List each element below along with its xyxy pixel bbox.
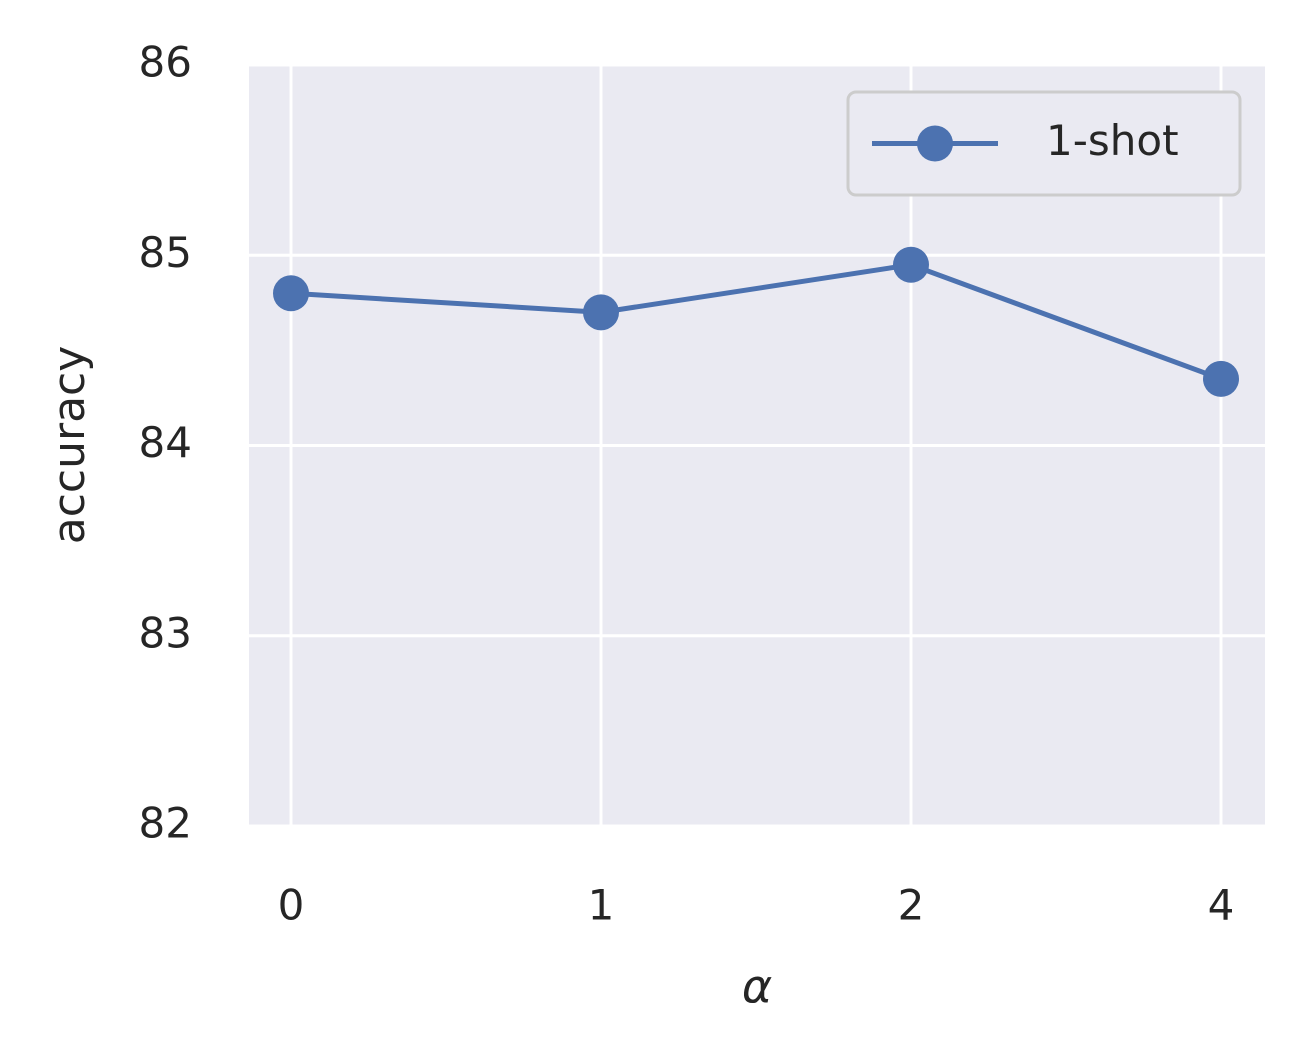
- y-tick-label: 86: [139, 38, 192, 87]
- marker: [1203, 360, 1239, 397]
- x-tick-label: 1: [588, 881, 615, 930]
- legend-label: 1-shot: [1046, 116, 1179, 165]
- y-tick-label: 85: [139, 228, 192, 277]
- x-tick-label: 0: [278, 881, 305, 930]
- legend-marker: [917, 125, 953, 162]
- y-axis-label: accuracy: [44, 346, 95, 545]
- marker: [583, 294, 619, 331]
- line: [290, 262, 1222, 382]
- y-tick-label: 83: [139, 608, 192, 657]
- legend-box: [846, 90, 1242, 197]
- y-tick-label: 82: [139, 799, 192, 848]
- y-tick-label: 84: [139, 418, 192, 467]
- x-tick-label: 2: [898, 881, 925, 930]
- marker: [893, 246, 929, 283]
- x-axis-label: α: [742, 960, 772, 1014]
- x-tick-label: 4: [1208, 881, 1235, 930]
- marker: [273, 275, 309, 312]
